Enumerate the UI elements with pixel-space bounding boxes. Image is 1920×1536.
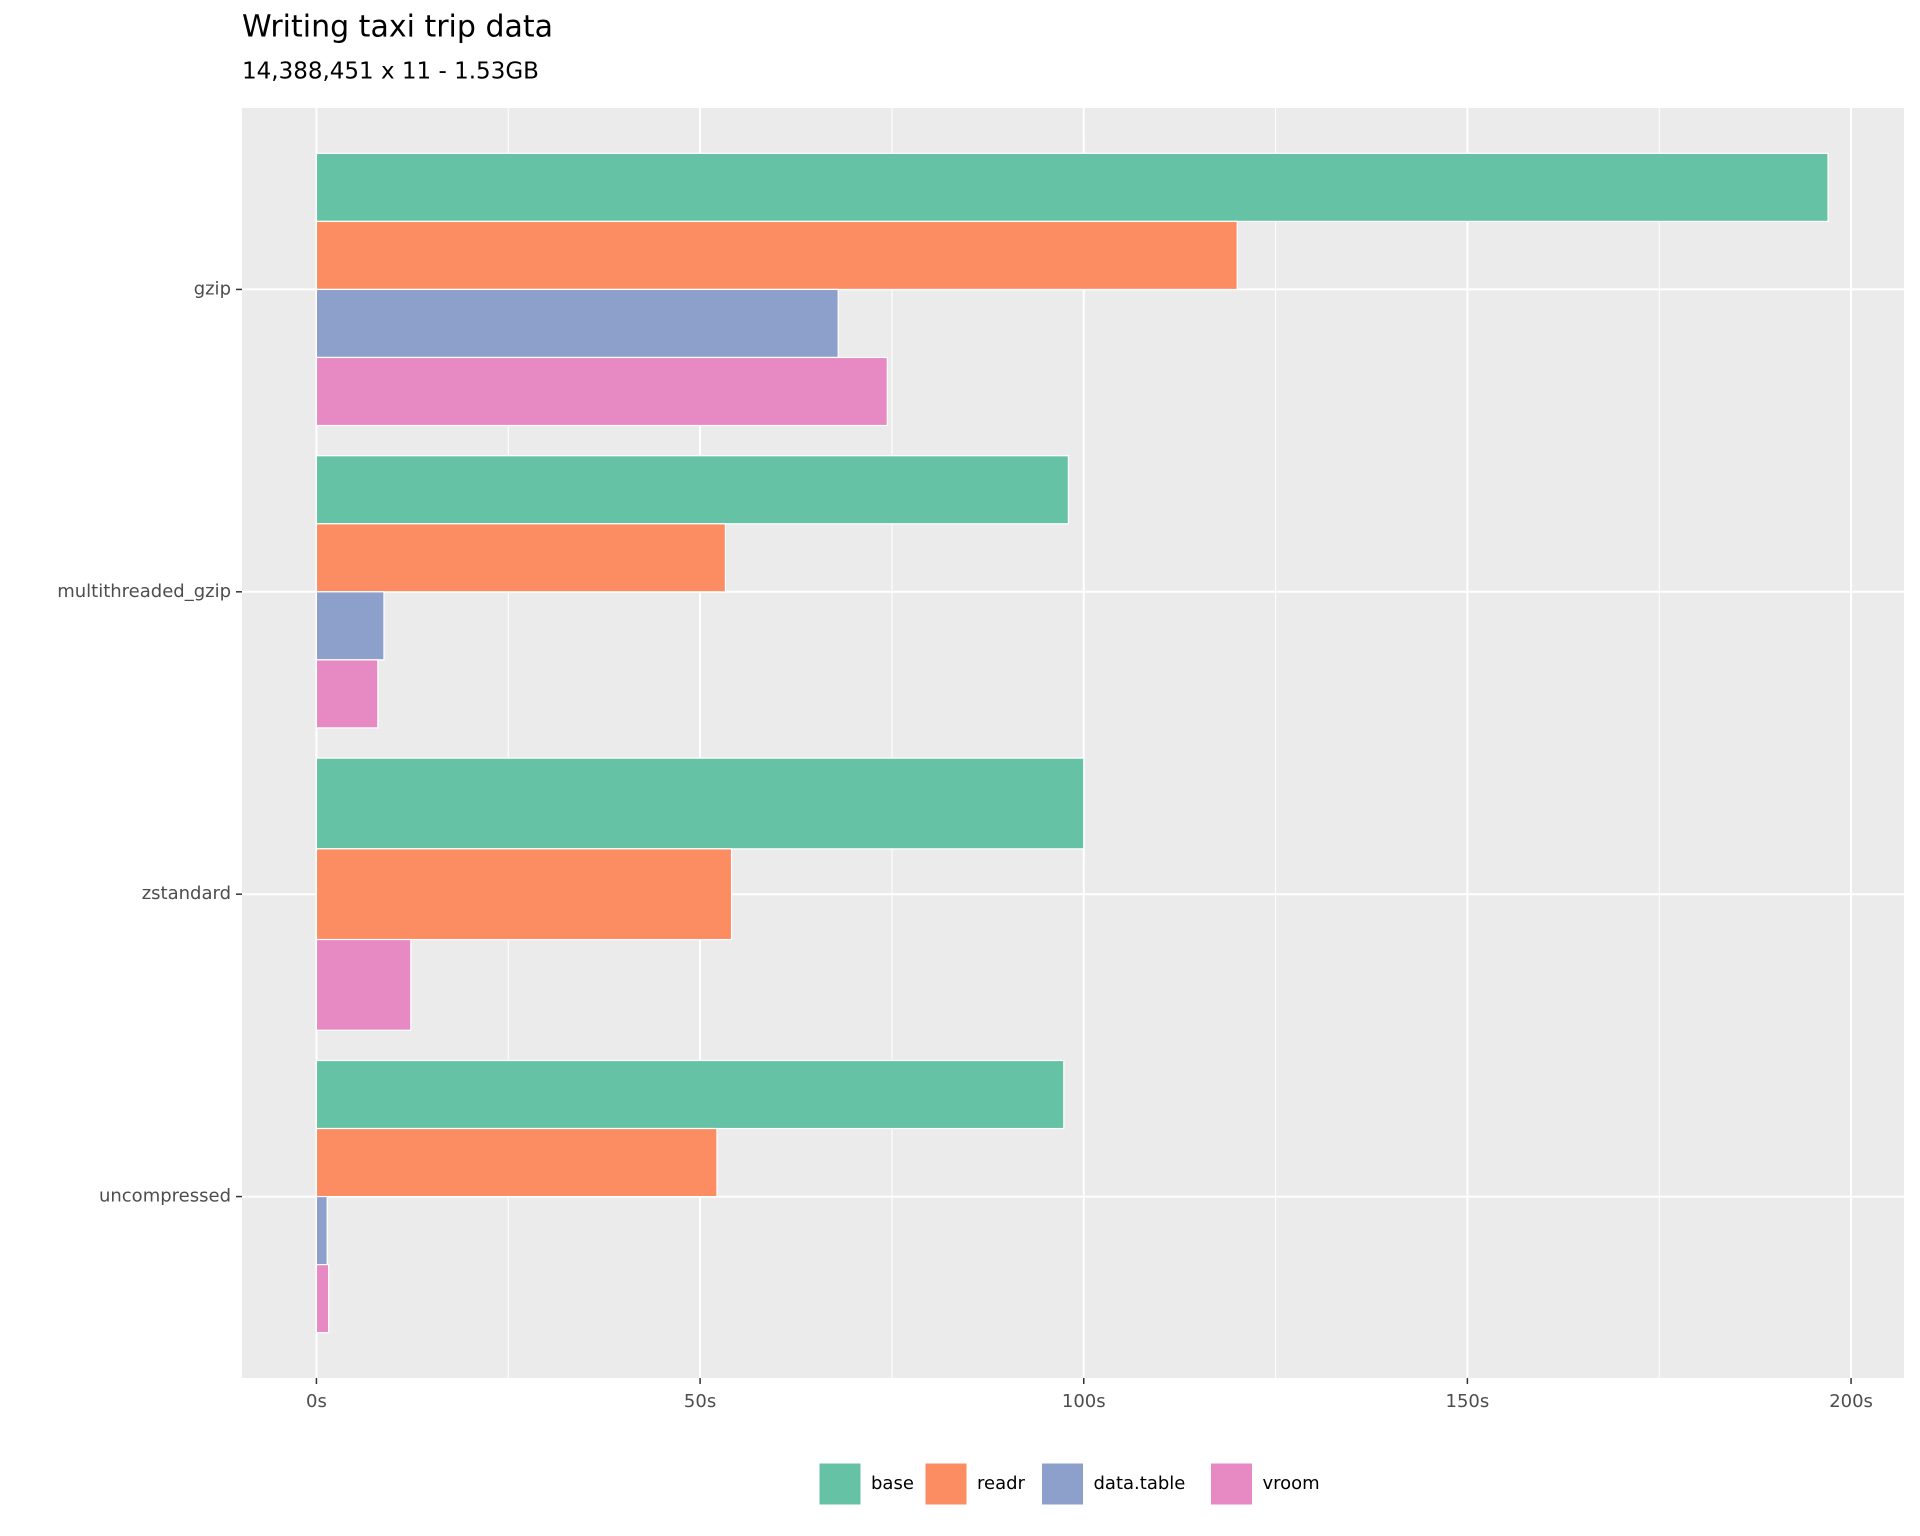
bar <box>315 1264 330 1334</box>
bar <box>315 1127 718 1198</box>
bar <box>315 938 412 1031</box>
legend-swatch <box>924 1462 968 1506</box>
bar <box>315 152 1829 222</box>
chart-title: Writing taxi trip data <box>242 10 553 45</box>
bar <box>315 591 385 661</box>
legend-label: readr <box>977 1473 1026 1494</box>
bar <box>315 1059 1065 1130</box>
legend-label: vroom <box>1263 1473 1320 1494</box>
legend-swatch <box>1210 1462 1253 1506</box>
y-tick-label: gzip <box>194 278 231 299</box>
chart-subtitle: 14,388,451 x 11 - 1.53GB <box>242 59 539 85</box>
legend-swatch <box>1041 1462 1084 1506</box>
x-tick-label: 100s <box>1062 1391 1106 1412</box>
bar <box>315 1195 328 1266</box>
y-tick-label: zstandard <box>142 883 231 904</box>
bar <box>315 848 733 941</box>
bar <box>315 523 727 593</box>
bar <box>315 356 888 427</box>
legend-label: data.table <box>1094 1473 1186 1494</box>
legend-label: base <box>871 1473 914 1494</box>
x-tick-label: 150s <box>1446 1391 1490 1412</box>
bar <box>315 220 1238 291</box>
bar <box>315 455 1069 525</box>
bar <box>315 659 379 729</box>
bar <box>315 757 1085 850</box>
bar <box>315 288 839 359</box>
y-tick-label: uncompressed <box>99 1186 231 1207</box>
legend-swatch <box>818 1462 862 1506</box>
x-tick-label: 200s <box>1829 1391 1873 1412</box>
x-tick-label: 0s <box>306 1391 327 1412</box>
x-tick-label: 50s <box>684 1391 716 1412</box>
y-tick-label: multithreaded_gzip <box>57 581 231 602</box>
